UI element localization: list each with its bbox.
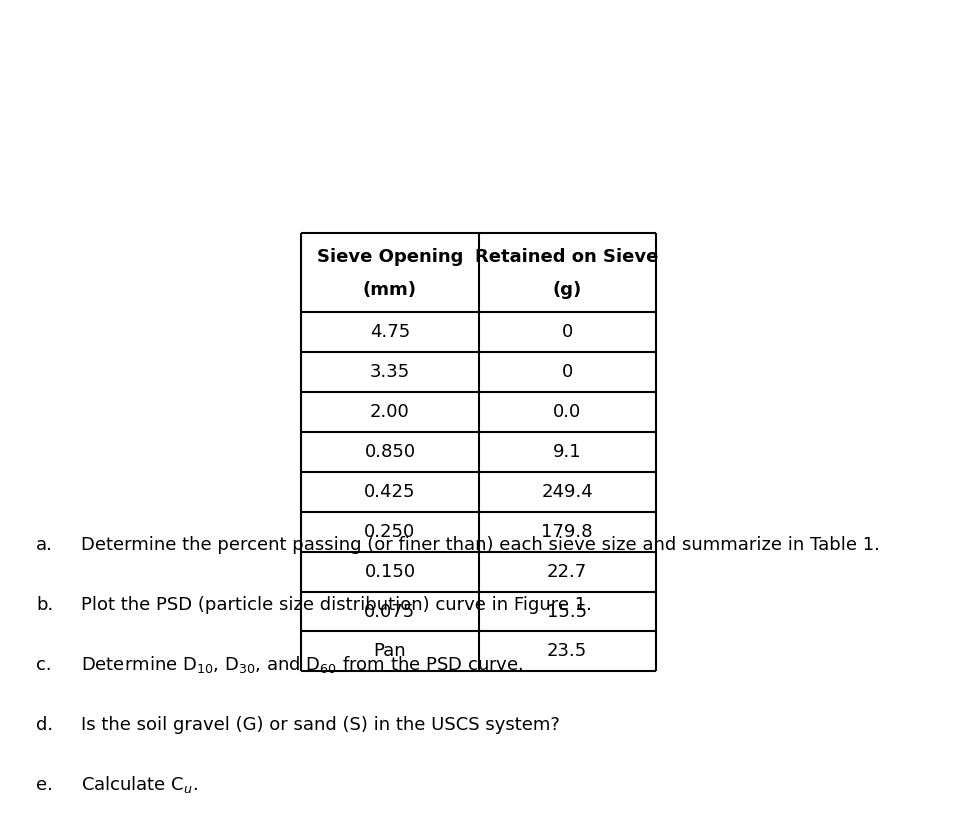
Text: 15.5: 15.5 <box>547 602 587 621</box>
Text: 0.250: 0.250 <box>365 522 415 541</box>
Text: Sieve Opening: Sieve Opening <box>317 248 463 265</box>
Text: 0.150: 0.150 <box>365 562 415 581</box>
Text: 4.75: 4.75 <box>369 323 411 341</box>
Text: d.: d. <box>36 716 54 734</box>
Text: Is the soil gravel (G) or sand (S) in the USCS system?: Is the soil gravel (G) or sand (S) in th… <box>81 716 560 734</box>
Text: 0.850: 0.850 <box>365 443 415 461</box>
Text: 9.1: 9.1 <box>553 443 581 461</box>
Text: e.: e. <box>36 775 54 794</box>
Text: Plot the PSD (particle size distribution) curve in Figure 1.: Plot the PSD (particle size distribution… <box>81 596 592 614</box>
Text: Determine D$_{10}$, D$_{30}$, and D$_{60}$ from the PSD curve.: Determine D$_{10}$, D$_{30}$, and D$_{60… <box>81 654 523 676</box>
Text: 22.7: 22.7 <box>546 562 588 581</box>
Text: 0: 0 <box>562 323 572 341</box>
Text: (mm): (mm) <box>363 281 417 299</box>
Text: 23.5: 23.5 <box>546 642 588 661</box>
Text: 179.8: 179.8 <box>542 522 592 541</box>
Text: 0: 0 <box>562 363 572 381</box>
Text: 249.4: 249.4 <box>541 483 593 501</box>
Text: Pan: Pan <box>373 642 407 661</box>
Text: 3.35: 3.35 <box>369 363 411 381</box>
Text: 0.425: 0.425 <box>365 483 415 501</box>
Text: Retained on Sieve: Retained on Sieve <box>476 248 658 265</box>
Text: (g): (g) <box>552 281 582 299</box>
Text: 0.0: 0.0 <box>553 403 581 421</box>
Text: Determine the percent passing (or finer than) each sieve size and summarize in T: Determine the percent passing (or finer … <box>81 536 880 554</box>
Text: Calculate C$_{u}$.: Calculate C$_{u}$. <box>81 774 198 795</box>
Text: 2.00: 2.00 <box>370 403 410 421</box>
Text: b.: b. <box>36 596 54 614</box>
Text: a.: a. <box>36 536 54 554</box>
Text: c.: c. <box>36 656 52 674</box>
Text: 0.075: 0.075 <box>365 602 415 621</box>
